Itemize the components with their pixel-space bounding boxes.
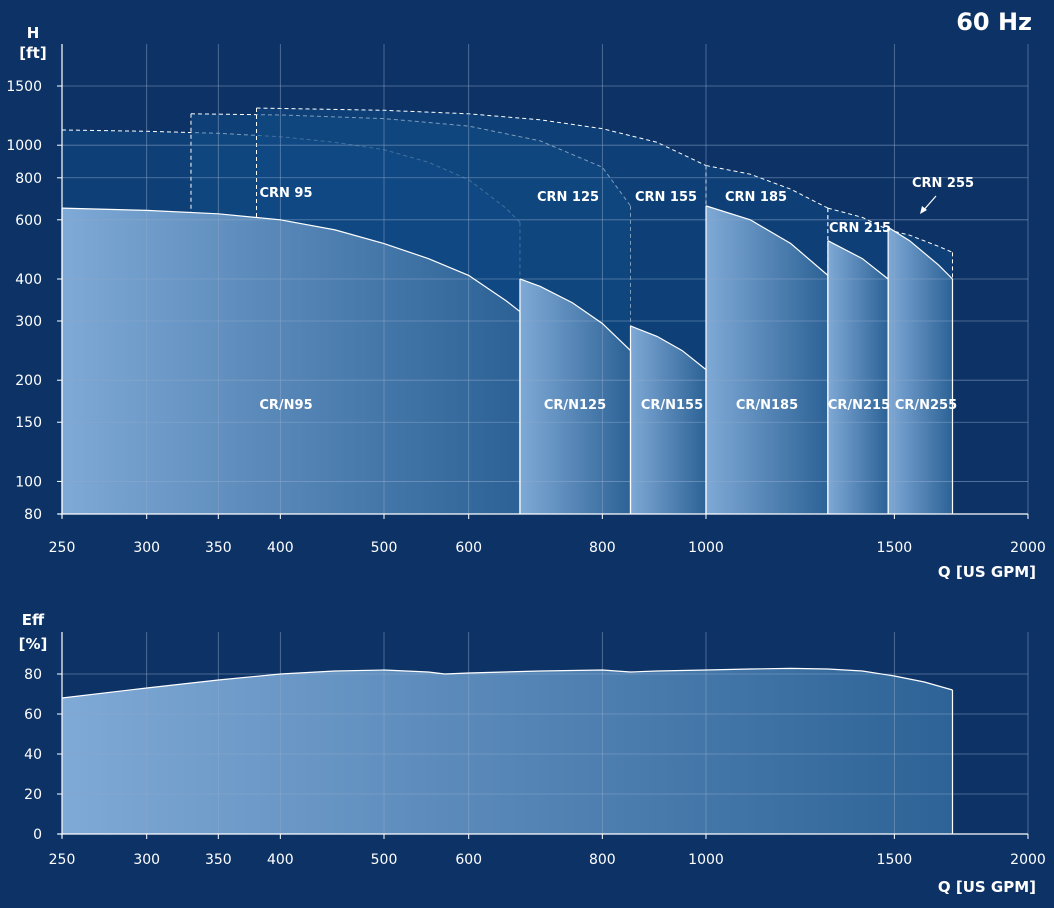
range-label-3: CR/N185 — [736, 398, 798, 413]
eff-y-tick-label-2: 40 — [24, 747, 42, 763]
eff-x-tick-label-5: 600 — [455, 852, 482, 868]
envelope-curve-5 — [888, 229, 953, 253]
head-y-tick-label-0: 80 — [24, 507, 42, 523]
eff-y-tick-label-1: 20 — [24, 787, 42, 803]
head-curve-CR/N95 — [61, 207, 521, 313]
head-x-tick-label-4: 500 — [371, 540, 398, 556]
eff-curve — [61, 667, 953, 699]
head-x-tick-label-2: 350 — [205, 540, 232, 556]
range-label-0: CR/N95 — [259, 398, 312, 413]
range-fill-CR/N215 — [827, 240, 889, 515]
range-fill-CR/N155 — [630, 325, 706, 514]
head-region-labels: CRN 95 CR/N95 CRN 125 CR/N125 CRN 155 CR/N155… — [259, 176, 974, 413]
eff-x-tick-label-3: 400 — [267, 852, 294, 868]
head-y-axis-title: H — [27, 24, 40, 42]
eff-fill — [62, 668, 953, 834]
range-label-4: CR/N215 — [828, 398, 890, 413]
eff-x-tick-label-1: 300 — [133, 852, 160, 868]
head-y-axis-unit: [ft] — [19, 44, 46, 62]
eff-y-axis-unit: [%] — [19, 635, 48, 653]
head-y-tick-label-3: 200 — [15, 373, 42, 389]
eff-x-tick-label-7: 1000 — [688, 852, 724, 868]
envelope-label-0: CRN 95 — [259, 186, 312, 201]
head-y-tick-label-6: 600 — [15, 213, 42, 229]
envelope-label-5: CRN 255 — [912, 176, 974, 191]
range-fill-CR/N255 — [888, 227, 953, 515]
eff-x-tick-label-6: 800 — [589, 852, 616, 868]
head-curve-CR/N185 — [705, 205, 829, 276]
head-fills — [62, 205, 953, 515]
head-chart: CRN 95 CR/N95 CRN 125 CR/N125 CRN 155 CR/N155… — [6, 24, 1045, 581]
head-y-tick-label-1: 100 — [15, 474, 42, 490]
eff-x-tick-label-2: 350 — [205, 852, 232, 868]
envelope-label-1: CRN 125 — [537, 190, 599, 205]
eff-y-tick-label-4: 80 — [24, 667, 42, 683]
head-x-tick-label-0: 250 — [49, 540, 76, 556]
eff-x-axis-title: Q [US GPM] — [938, 878, 1036, 896]
head-y-tick-label-2: 150 — [15, 415, 42, 431]
envelope-label-3: CRN 185 — [725, 190, 787, 205]
head-x-tick-label-7: 1000 — [688, 540, 724, 556]
head-curve-CR/N215 — [827, 240, 889, 280]
head-curve-CR/N155 — [630, 325, 707, 371]
eff-y-tick-label-0: 0 — [33, 827, 42, 843]
range-fill-CR/N125 — [519, 278, 631, 514]
head-y-tick-label-7: 800 — [15, 171, 42, 187]
head-x-tick-label-9: 2000 — [1010, 540, 1046, 556]
head-curve-CR/N255 — [887, 226, 953, 280]
eff-x-tick-label-0: 250 — [49, 852, 76, 868]
range-fill-CR/N185 — [706, 205, 828, 514]
head-x-axis-title: Q [US GPM] — [938, 563, 1036, 581]
eff-x-tick-label-9: 2000 — [1010, 852, 1046, 868]
head-y-tick-label-5: 400 — [15, 272, 42, 288]
head-x-tick-label-1: 300 — [133, 540, 160, 556]
envelope-curve-4 — [827, 207, 889, 231]
range-label-5: CR/N255 — [895, 398, 957, 413]
head-y-tick-label-8: 1000 — [6, 138, 42, 154]
eff-y-axis-title: Eff — [22, 611, 45, 629]
envelope-label-4: CRN 215 — [829, 221, 891, 236]
head-x-tick-label-6: 800 — [589, 540, 616, 556]
head-x-tick-label-3: 400 — [267, 540, 294, 556]
head-axes: 80 100 150 200 300 400 600 800 1000 1500 250 300 350… — [6, 44, 1046, 556]
eff-x-tick-label-4: 500 — [371, 852, 398, 868]
eff-y-tick-label-3: 60 — [24, 707, 42, 723]
head-x-tick-label-8: 1500 — [877, 540, 913, 556]
head-x-tick-label-5: 600 — [455, 540, 482, 556]
head-y-tick-label-9: 1500 — [6, 79, 42, 95]
range-label-1: CR/N125 — [544, 398, 606, 413]
eff-axes: 0 20 40 60 80 250 300 350 400 500 600 800 1000 1500 20… — [24, 632, 1046, 868]
efficiency-chart: 0 20 40 60 80 250 300 350 400 500 600 800 1000 1500 20… — [19, 611, 1046, 896]
envelope-label-2: CRN 155 — [635, 190, 697, 205]
eff-area — [62, 668, 953, 834]
frequency-label: 60 Hz — [956, 8, 1032, 36]
envelope-arrowhead — [920, 206, 927, 214]
range-label-2: CR/N155 — [641, 398, 703, 413]
head-y-tick-label-4: 300 — [15, 314, 42, 330]
eff-x-tick-label-8: 1500 — [877, 852, 913, 868]
envelope-curve-3 — [705, 165, 829, 209]
head-curve-CR/N125 — [519, 278, 631, 352]
range-fill-CR/N95 — [62, 208, 520, 514]
